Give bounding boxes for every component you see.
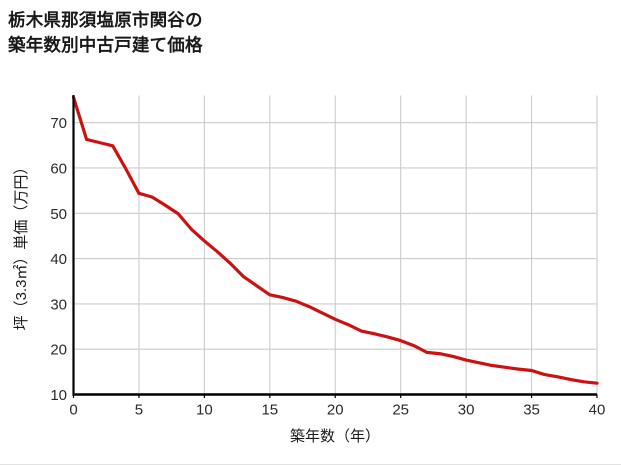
vertical-gridlines [138,95,598,395]
x-axis-tick-labels: 0 5 10 15 20 25 30 35 40 [69,394,606,419]
y-tick-label: 30 [50,296,67,313]
y-tick-label: 10 [50,387,67,404]
x-tick-label: 35 [523,402,540,419]
y-axis-label: 坪（3.3㎡）単価（万円） [13,160,30,331]
x-tick-label: 30 [458,402,475,419]
x-tick-label: 25 [392,402,409,419]
y-tick-label: 50 [50,206,67,223]
price-trend-line [71,95,599,385]
y-tick-label: 40 [50,251,67,268]
y-tick-label: 20 [50,342,67,359]
page-title: 栃木県那須塩原市関谷の 築年数別中古戸建て価格 [8,10,203,55]
x-tick-label: 40 [589,402,606,419]
y-tick-label: 60 [50,160,67,177]
y-axis-tick-labels: 10 20 30 40 50 60 70 [50,115,67,404]
x-tick-label: 10 [196,402,213,419]
x-tick-label: 0 [69,402,77,419]
x-tick-label: 20 [327,402,344,419]
x-tick-label: 15 [261,402,278,419]
x-axis-label: 築年数（年） [290,427,380,445]
y-tick-label: 70 [50,115,67,132]
x-tick-label: 5 [135,402,143,419]
